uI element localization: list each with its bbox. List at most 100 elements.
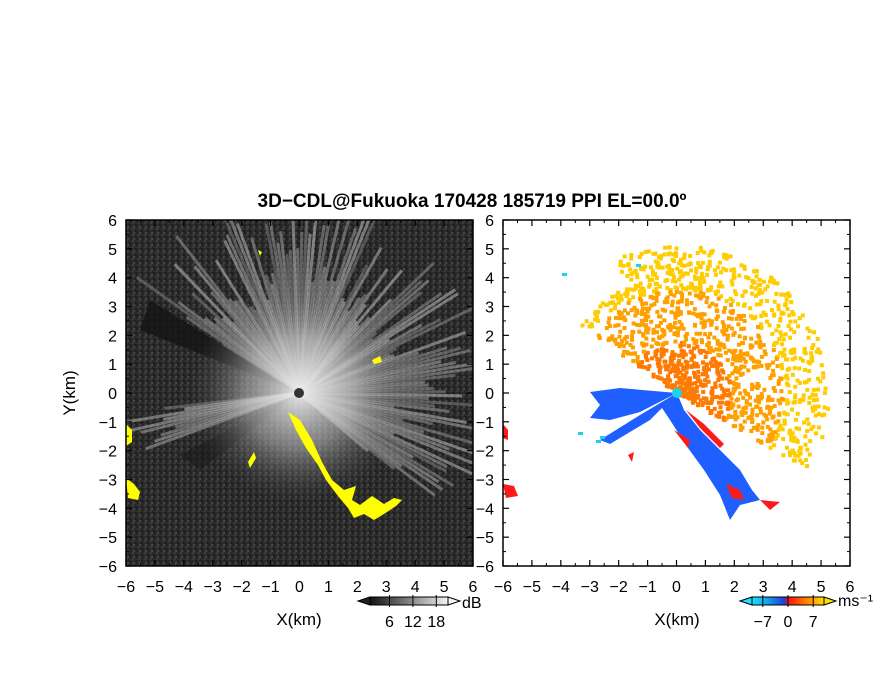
velocity-cell-positive bbox=[750, 344, 755, 349]
velocity-cell-positive bbox=[692, 346, 697, 351]
velocity-cell-positive bbox=[621, 315, 626, 320]
velocity-cell-positive bbox=[659, 376, 664, 381]
velocity-cell-positive bbox=[743, 359, 748, 364]
velocity-cell-positive bbox=[692, 307, 697, 312]
velocity-cell-positive bbox=[715, 314, 720, 319]
velocity-cell-positive bbox=[686, 395, 691, 400]
velocity-cell-positive bbox=[663, 364, 668, 369]
velocity-cell-positive bbox=[823, 386, 828, 391]
x-tick-label: 2 bbox=[353, 579, 362, 596]
velocity-cell-positive bbox=[779, 333, 784, 338]
snr-low-snr-patch bbox=[126, 424, 132, 446]
velocity-cell-positive bbox=[675, 371, 680, 376]
velocity-cell-positive bbox=[742, 388, 747, 393]
velocity-cell-positive bbox=[771, 348, 776, 353]
y-tick-label: 6 bbox=[485, 213, 494, 230]
velocity-cell-positive bbox=[662, 300, 667, 305]
velocity-cell-positive bbox=[811, 408, 816, 413]
velocity-cell-positive bbox=[715, 338, 720, 343]
velocity-cell-positive bbox=[765, 365, 770, 370]
velocity-cell-positive bbox=[693, 285, 698, 290]
velocity-cell-positive bbox=[786, 323, 791, 328]
velocity-fringe bbox=[503, 484, 518, 498]
velocity-cell-positive bbox=[699, 316, 704, 321]
velocity-fringe bbox=[628, 452, 634, 462]
velocity-cell-positive bbox=[750, 382, 755, 387]
velocity-cell-positive bbox=[784, 445, 789, 450]
velocity-cell-positive bbox=[780, 350, 785, 355]
velocity-cell-positive bbox=[700, 372, 705, 377]
velocity-cell-positive bbox=[771, 386, 776, 391]
velocity-cell-positive bbox=[811, 398, 816, 403]
velocity-cell-fast-approaching bbox=[596, 440, 601, 443]
velocity-cell-positive bbox=[653, 251, 658, 256]
velocity-cell-positive bbox=[713, 381, 718, 386]
velocity-cell-positive bbox=[654, 298, 659, 303]
velocity-cell-positive bbox=[705, 287, 710, 292]
velocity-cell-positive bbox=[707, 304, 712, 309]
velocity-cell-positive bbox=[717, 374, 722, 379]
velocity-cell-positive bbox=[783, 332, 788, 337]
velocity-cell-positive bbox=[657, 376, 662, 381]
velocity-cell-positive bbox=[750, 418, 755, 423]
velocity-cell-positive bbox=[756, 333, 761, 338]
velocity-cell-positive bbox=[644, 355, 649, 360]
velocity-cell-positive bbox=[694, 338, 699, 343]
velocity-cell-positive bbox=[758, 406, 763, 411]
velocity-cell-positive bbox=[742, 352, 747, 357]
velocity-cell-positive bbox=[709, 322, 714, 327]
velocity-cell-positive bbox=[714, 290, 719, 295]
velocity-cell-positive bbox=[813, 413, 818, 418]
velocity-cell-positive bbox=[779, 377, 784, 382]
velocity-cell-positive bbox=[613, 302, 618, 307]
velocity-cell-positive bbox=[793, 458, 798, 463]
velocity-cell-positive bbox=[616, 300, 621, 305]
velocity-cell-positive bbox=[675, 364, 680, 369]
velocity-cell-positive bbox=[645, 274, 650, 279]
velocity-cell-positive bbox=[811, 343, 816, 348]
velocity-cell-positive bbox=[805, 447, 810, 452]
velocity-cell-positive bbox=[787, 450, 792, 455]
velocity-cell-positive bbox=[767, 411, 772, 416]
velocity-cell-positive bbox=[736, 322, 741, 327]
velocity-cell-positive bbox=[781, 453, 786, 458]
velocity-cell-positive bbox=[751, 280, 756, 285]
velocity-cell-positive bbox=[698, 265, 703, 270]
velocity-cell-positive bbox=[594, 315, 599, 320]
y-tick-label: 4 bbox=[108, 271, 117, 288]
velocity-cell-positive bbox=[693, 364, 698, 369]
velocity-cell-positive bbox=[669, 355, 674, 360]
velocity-cell-positive bbox=[640, 341, 645, 346]
snr-colorbar: 6 12 18 bbox=[356, 595, 462, 631]
velocity-cell-positive bbox=[749, 387, 754, 392]
velocity-cell-positive bbox=[776, 307, 781, 312]
velocity-cell-positive bbox=[649, 344, 654, 349]
velocity-cell-positive bbox=[782, 347, 787, 352]
velocity-cell-positive bbox=[702, 250, 707, 255]
velocity-cell-positive bbox=[652, 289, 657, 294]
velocity-cell-positive bbox=[678, 274, 683, 279]
x-tick-label: 4 bbox=[411, 579, 420, 596]
velocity-cell-positive bbox=[756, 325, 761, 330]
velocity-cell-positive bbox=[671, 252, 676, 257]
velocity-cell-positive bbox=[682, 255, 687, 260]
velocity-cell-positive bbox=[752, 269, 757, 274]
velocity-cell-positive bbox=[802, 420, 807, 425]
velocity-cell-positive bbox=[796, 324, 801, 329]
velocity-cell-positive bbox=[633, 313, 638, 318]
snr-x-axis-label: X(km) bbox=[276, 610, 321, 629]
velocity-cell-positive bbox=[668, 328, 673, 333]
velocity-cell-positive bbox=[645, 358, 650, 363]
velocity-cell-positive bbox=[610, 334, 615, 339]
velocity-cell-positive bbox=[813, 431, 818, 436]
velocity-cell-positive bbox=[708, 331, 713, 336]
velocity-cell-positive bbox=[693, 276, 698, 281]
velocity-cell-positive bbox=[776, 323, 781, 328]
velocity-cell-positive bbox=[809, 351, 814, 356]
velocity-cell-positive bbox=[678, 311, 683, 316]
velocity-cell-positive bbox=[753, 359, 758, 364]
velocity-cell-positive bbox=[663, 245, 668, 250]
velocity-cell-positive bbox=[727, 393, 732, 398]
velocity-cell-positive bbox=[629, 277, 634, 282]
velocity-cell-positive bbox=[746, 392, 751, 397]
